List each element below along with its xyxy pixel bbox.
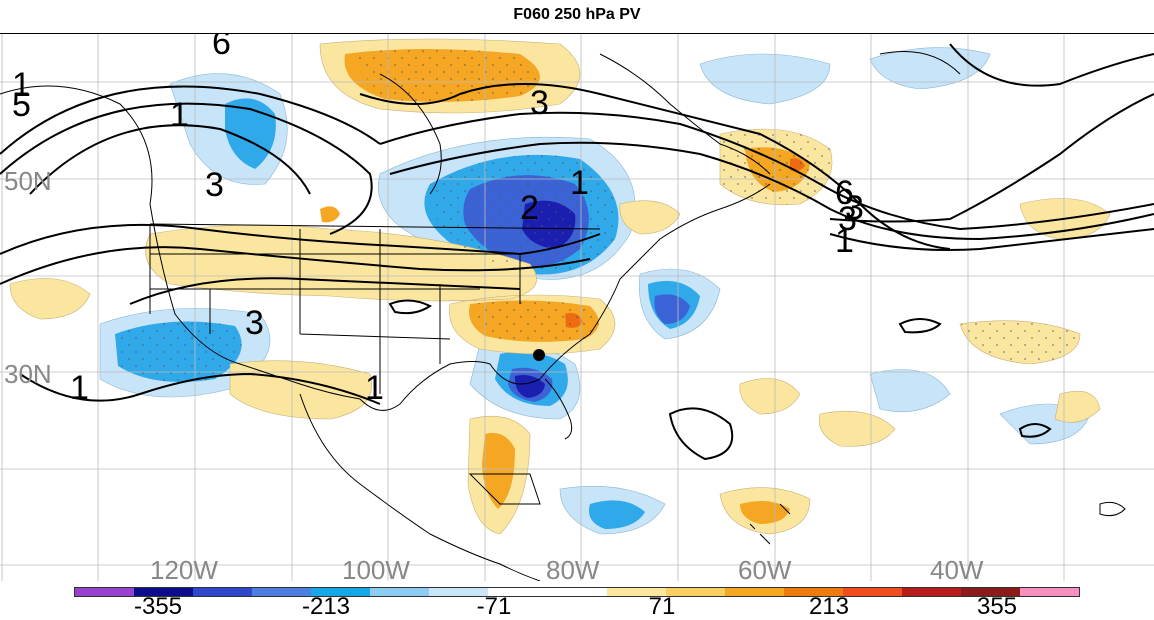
colorbar-label: 355: [976, 593, 1018, 620]
colorbar-segment: [960, 588, 1020, 596]
colorbar-segment: [1020, 588, 1080, 596]
contour-label: 3: [845, 189, 864, 227]
pv-contours: [0, 43, 1154, 461]
contour-label: 1: [570, 164, 589, 202]
contour-label: 3: [205, 166, 224, 204]
pv-contour: [389, 141, 1154, 241]
contour-label: 1: [12, 66, 31, 104]
colorbar-label: -213: [301, 593, 351, 620]
colorbar-segment: [252, 588, 312, 596]
lon-label-100w: 100W: [342, 555, 410, 581]
contour-label: 3: [838, 200, 857, 238]
pv-contour: [668, 407, 734, 461]
contour-label: 1: [835, 222, 854, 260]
colorbar-labels: -355 -213 -71 71 213 355: [0, 595, 1154, 619]
contour-label: 3: [245, 304, 264, 342]
colorbar-label: 213: [808, 593, 850, 620]
colorbar-segment: [488, 588, 548, 596]
colorbar-segment: [783, 588, 843, 596]
colorbar: [74, 587, 1080, 597]
pv-contour: [0, 246, 591, 285]
colorbar-segment: [842, 588, 902, 596]
contour-label: 6: [212, 34, 231, 62]
lat-lon-grid: [0, 34, 1154, 581]
stippling: [115, 49, 1080, 383]
pv-contour: [829, 228, 1154, 251]
pv-contour: [898, 318, 942, 334]
lon-label-60w: 60W: [738, 555, 792, 581]
contour-labels: 6 5 1 3 3 2 1 3 6 3 1 1 1 3 1: [12, 34, 864, 407]
pv-contour: [129, 277, 521, 305]
coastlines: [0, 51, 1126, 581]
contour-label: 2: [520, 189, 539, 227]
contour-label: 5: [12, 86, 31, 124]
colorbar-segment: [724, 588, 784, 596]
grid-labels: 50N 30N 120W 100W 80W 60W 40W: [4, 166, 984, 581]
pv-contour: [1018, 423, 1052, 438]
colorbar-segment: [901, 588, 961, 596]
pv-map: 6 5 1 3 3 2 1 3 6 3 1 1 1 3 1 50N 30N 12…: [0, 33, 1154, 581]
contour-label: 1: [365, 369, 384, 407]
map-title: F060 250 hPa PV: [513, 6, 641, 23]
colorbar-label: 71: [648, 593, 676, 620]
pv-contour: [949, 43, 1154, 87]
pv-contour: [29, 124, 311, 195]
colorbar-segment: [606, 588, 666, 596]
colorbar-segment: [193, 588, 253, 596]
contour-label: 6: [835, 174, 854, 212]
colorbar-label: -71: [476, 593, 512, 620]
lat-label-50n: 50N: [4, 166, 52, 196]
pv-contour: [0, 223, 601, 256]
location-marker: [533, 349, 545, 361]
contour-label: 1: [70, 369, 89, 407]
colorbar-segment: [547, 588, 607, 596]
pv-contour: [0, 85, 381, 155]
map-canvas: 6 5 1 3 3 2 1 3 6 3 1 1 1 3 1 50N 30N 12…: [0, 34, 1154, 581]
contour-label: 1: [170, 96, 189, 134]
lon-label-40w: 40W: [930, 555, 984, 581]
pv-contour: [388, 299, 432, 315]
lon-label-120w: 120W: [150, 555, 218, 581]
contour-label: 3: [530, 84, 549, 122]
lat-label-30n: 30N: [4, 359, 52, 389]
colorbar-segment: [311, 588, 371, 596]
lon-label-80w: 80W: [546, 555, 600, 581]
colorbar-segment: [134, 588, 194, 596]
colorbar-segment: [665, 588, 725, 596]
pv-contour: [829, 93, 1154, 223]
colorbar-segment: [429, 588, 489, 596]
pv-contour: [0, 102, 373, 235]
colorbar-segment: [370, 588, 430, 596]
colorbar-label: -355: [133, 593, 183, 620]
pv-contour: [379, 111, 1154, 231]
colorbar-segment: [75, 588, 135, 596]
pv-contour: [19, 372, 381, 405]
pv-contour: [359, 83, 951, 250]
